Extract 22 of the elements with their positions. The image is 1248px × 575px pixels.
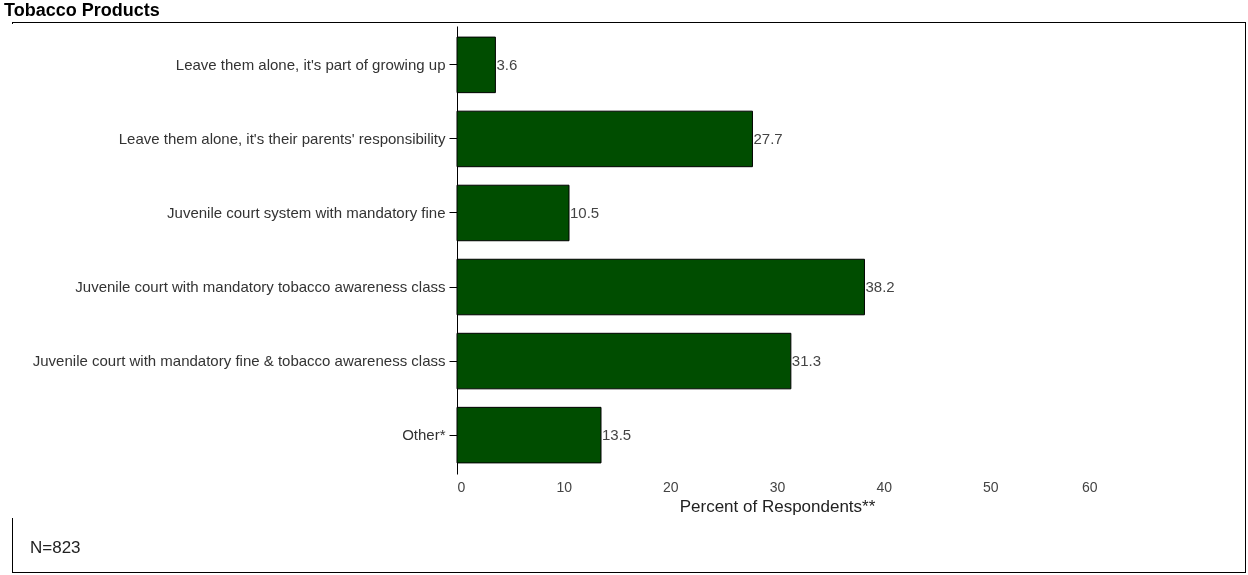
x-tick-label: 10 [556, 478, 573, 495]
x-axis-title: Percent of Respondents** [679, 496, 876, 516]
y-tick-label: Juvenile court system with mandatory fine [167, 203, 446, 221]
text: Tobacco Products [4, 0, 160, 21]
y-tick-label: Other* [402, 426, 446, 444]
data-label: 27.7 [753, 129, 783, 147]
data-label: 13.5 [602, 426, 632, 444]
data-label: 38.2 [865, 278, 895, 296]
x-tick-label: 0 [457, 478, 466, 495]
y-tick-label: Leave them alone, it's their parents' responsibility [118, 129, 446, 147]
x-tick-label: 40 [876, 478, 893, 495]
data-label: 31.3 [791, 352, 822, 370]
x-tick-label: 60 [1081, 478, 1098, 495]
y-tick-label: Leave them alone, it's part of growing up [175, 55, 446, 73]
y-tick-label: Juvenile court with mandatory fine & tobacco awareness class [32, 352, 446, 370]
data-label: 3.6 [496, 55, 518, 73]
x-tick-label: 20 [663, 478, 679, 495]
x-tick-label: 30 [769, 478, 786, 495]
x-tick-label: 50 [983, 478, 999, 495]
text: N=823 [30, 538, 81, 558]
data-label: 10.5 [570, 203, 600, 221]
y-tick-label: Juvenile court with mandatory tobacco awareness class [75, 278, 446, 296]
